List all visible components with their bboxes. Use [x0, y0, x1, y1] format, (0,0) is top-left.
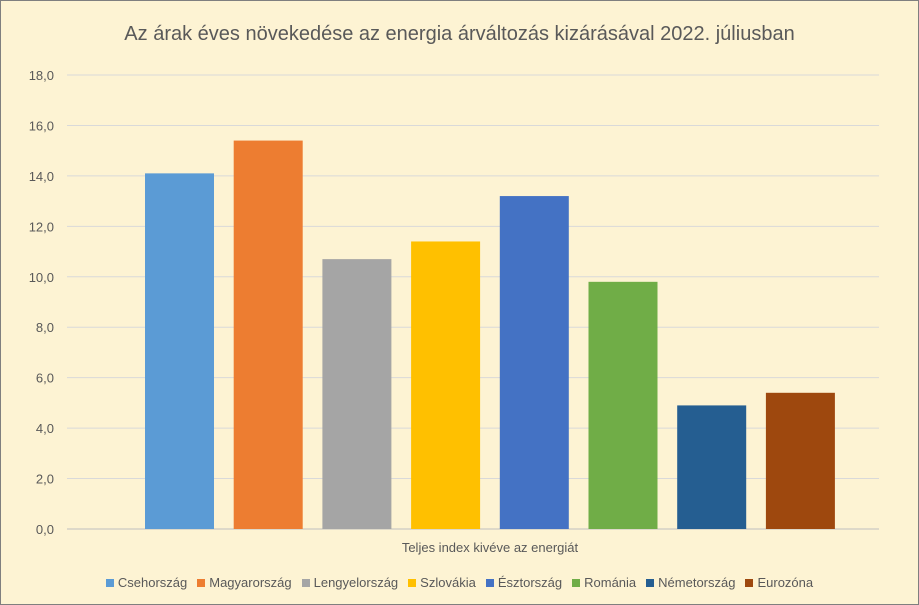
- y-tick-label: 6,0: [36, 371, 54, 386]
- legend-label: Lengyelország: [313, 575, 399, 590]
- bar-1: [145, 173, 214, 529]
- chart-title: Az árak éves növekedése az energia árvál…: [124, 23, 795, 45]
- y-tick-label: 18,0: [29, 68, 54, 83]
- bar-3: [322, 259, 392, 529]
- bar-5: [499, 196, 569, 530]
- legend-item: Lengyelország: [301, 575, 399, 590]
- legend-swatch: [572, 579, 581, 587]
- bar-8: [765, 392, 835, 529]
- legend-swatch: [485, 579, 494, 587]
- y-tick-label: 0,0: [36, 522, 54, 537]
- y-tick-label: 2,0: [36, 472, 54, 487]
- y-tick-label: 8,0: [36, 320, 54, 335]
- y-tick-label: 14,0: [29, 169, 54, 184]
- legend-swatch: [105, 579, 114, 587]
- legend-item: Csehország: [105, 575, 188, 590]
- y-axis-labels: 0,0 2,0 4,0 6,0 8,0 10,0 12,0 14,0 16,0 18,0: [29, 68, 54, 537]
- y-tick-label: 12,0: [29, 219, 54, 234]
- legend: Csehország Magyarország Lengyelország Szlov…: [1, 575, 918, 590]
- legend-swatch: [745, 579, 754, 587]
- bar-7: [677, 405, 747, 529]
- y-tick-label: 10,0: [29, 270, 54, 285]
- legend-swatch: [301, 579, 310, 587]
- legend-item: Románia: [572, 575, 636, 590]
- x-axis-label: Teljes index kivéve az energiát: [402, 540, 579, 555]
- legend-item: Észtország: [485, 575, 563, 590]
- legend-item: Szlovákia: [408, 575, 476, 590]
- legend-item: Németország: [646, 575, 735, 590]
- legend-swatch: [408, 579, 417, 587]
- legend-label: Szlovákia: [420, 575, 476, 590]
- bar-6: [588, 281, 658, 529]
- y-tick-label: 16,0: [29, 118, 54, 133]
- legend-label: Csehország: [117, 575, 188, 590]
- legend-label: Németország: [658, 575, 736, 590]
- legend-swatch: [197, 579, 206, 587]
- y-tick-label: 4,0: [36, 421, 54, 436]
- legend-item: Magyarország: [197, 575, 292, 590]
- legend-label: Magyarország: [209, 575, 292, 590]
- bars: [145, 140, 835, 530]
- legend-swatch: [646, 579, 655, 587]
- bar-4: [411, 241, 481, 529]
- legend-item: Eurozóna: [745, 575, 813, 590]
- legend-label: Eurozóna: [757, 575, 814, 590]
- legend-label: Románia: [584, 575, 637, 590]
- bar-2: [233, 140, 303, 530]
- legend-label: Észtország: [497, 575, 563, 590]
